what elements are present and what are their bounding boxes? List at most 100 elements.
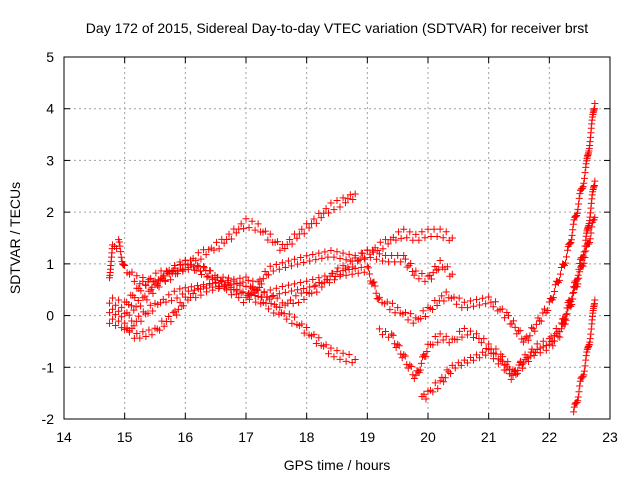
data-point bbox=[349, 359, 356, 366]
data-point bbox=[575, 201, 582, 208]
data-point bbox=[406, 361, 413, 368]
data-point bbox=[391, 258, 398, 265]
data-point bbox=[418, 360, 425, 367]
data-point bbox=[349, 271, 356, 278]
data-point bbox=[400, 351, 407, 358]
x-tick-label: 17 bbox=[238, 429, 254, 445]
data-point bbox=[288, 320, 295, 327]
data-point bbox=[437, 226, 444, 233]
data-point bbox=[517, 327, 524, 334]
data-point bbox=[145, 326, 152, 333]
data-point bbox=[382, 252, 389, 259]
data-point bbox=[440, 378, 447, 385]
data-point bbox=[273, 285, 280, 292]
data-point bbox=[312, 256, 319, 263]
data-point bbox=[191, 287, 198, 294]
data-point bbox=[203, 285, 210, 292]
data-point bbox=[343, 358, 350, 365]
data-point bbox=[177, 299, 184, 306]
data-point bbox=[194, 262, 201, 269]
data-point bbox=[188, 283, 195, 290]
data-point bbox=[581, 175, 588, 182]
data-point bbox=[112, 302, 119, 309]
data-point bbox=[376, 325, 383, 332]
data-point bbox=[512, 371, 519, 378]
data-point bbox=[340, 250, 347, 257]
data-point bbox=[470, 303, 477, 310]
data-point bbox=[106, 320, 113, 327]
data-point bbox=[361, 254, 368, 261]
data-point bbox=[282, 289, 289, 296]
data-point bbox=[324, 254, 331, 261]
data-point bbox=[309, 251, 316, 258]
data-point bbox=[334, 347, 341, 354]
data-point bbox=[549, 342, 556, 349]
data-point bbox=[382, 328, 389, 335]
data-point bbox=[361, 269, 368, 276]
y-tick-label: 1 bbox=[46, 256, 54, 272]
data-point bbox=[239, 279, 246, 286]
data-point bbox=[343, 272, 350, 279]
data-point bbox=[569, 226, 576, 233]
data-point bbox=[434, 233, 441, 240]
data-point bbox=[570, 408, 577, 415]
data-point bbox=[230, 276, 237, 283]
y-tick-label: 5 bbox=[46, 49, 54, 65]
data-point bbox=[464, 304, 471, 311]
y-axis-label: SDTVAR / TECUs bbox=[7, 182, 23, 294]
data-point bbox=[512, 324, 519, 331]
data-point bbox=[109, 316, 116, 323]
data-point bbox=[585, 342, 592, 349]
data-point bbox=[418, 228, 425, 235]
data-point bbox=[118, 304, 125, 311]
data-point bbox=[340, 350, 347, 357]
data-point bbox=[394, 341, 401, 348]
data-point bbox=[115, 318, 122, 325]
data-point bbox=[300, 259, 307, 266]
data-point bbox=[346, 251, 353, 258]
data-point bbox=[236, 275, 243, 282]
data-point bbox=[334, 197, 341, 204]
data-point bbox=[175, 306, 182, 313]
x-tick-label: 20 bbox=[420, 429, 436, 445]
data-point bbox=[442, 374, 449, 381]
data-point bbox=[421, 278, 428, 285]
data-point bbox=[197, 268, 204, 275]
data-point bbox=[587, 335, 594, 342]
data-point bbox=[551, 288, 558, 295]
data-point bbox=[279, 283, 286, 290]
x-tick-label: 16 bbox=[178, 429, 194, 445]
data-point bbox=[227, 281, 234, 288]
data-point bbox=[541, 306, 548, 313]
data-point bbox=[443, 228, 450, 235]
data-point bbox=[440, 234, 447, 241]
data-point bbox=[543, 347, 550, 354]
data-points bbox=[106, 100, 598, 415]
data-point bbox=[243, 215, 250, 222]
x-tick-label: 19 bbox=[360, 429, 376, 445]
data-point bbox=[503, 367, 510, 374]
data-point bbox=[453, 301, 460, 308]
data-point bbox=[406, 228, 413, 235]
data-point bbox=[388, 252, 395, 259]
data-point bbox=[385, 334, 392, 341]
chart-title: Day 172 of 2015, Sidereal Day-to-day VTE… bbox=[86, 20, 588, 36]
data-point bbox=[262, 268, 269, 275]
data-point bbox=[379, 331, 386, 338]
data-point bbox=[182, 284, 189, 291]
data-point bbox=[291, 256, 298, 263]
data-point bbox=[180, 302, 187, 309]
data-point bbox=[136, 335, 143, 342]
data-point bbox=[282, 264, 289, 271]
data-point bbox=[415, 275, 422, 282]
y-tick-label: 2 bbox=[46, 204, 54, 220]
data-point bbox=[473, 296, 480, 303]
x-tick-label: 15 bbox=[117, 429, 133, 445]
data-point bbox=[315, 274, 322, 281]
data-point bbox=[285, 282, 292, 289]
data-point bbox=[388, 331, 395, 338]
series-track-f bbox=[376, 178, 598, 382]
data-point bbox=[508, 376, 515, 383]
data-point bbox=[582, 357, 589, 364]
series-track-h bbox=[570, 297, 598, 416]
